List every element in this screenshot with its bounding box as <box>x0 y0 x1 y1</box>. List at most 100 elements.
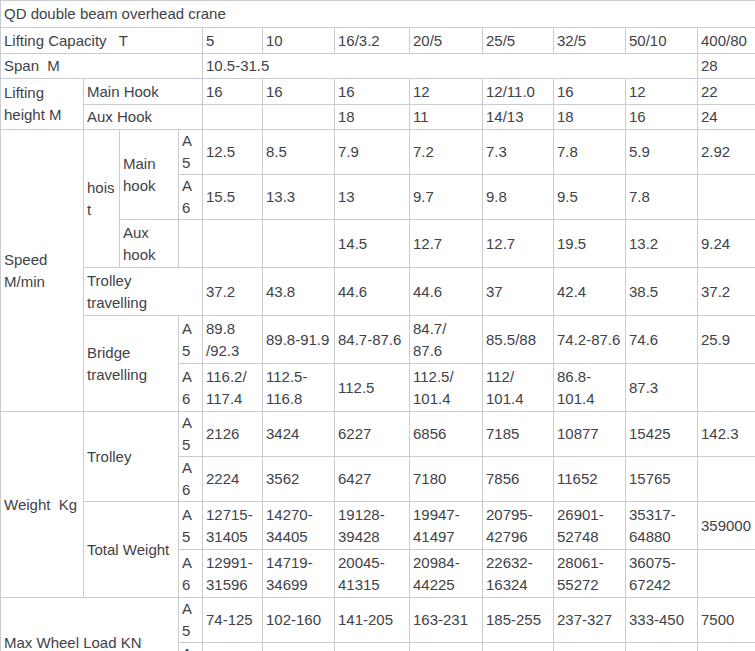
spec-value-cell: 5.9 <box>626 130 698 175</box>
capacity-header-cell: 400/80 <box>698 28 755 54</box>
spec-value-cell: 14/13 <box>483 105 554 130</box>
row-label-aux-hook: Aux Hook <box>84 105 203 130</box>
spec-value-cell: 15765 <box>626 457 698 502</box>
spec-value-cell: 14.5 <box>335 220 410 268</box>
spec-value-cell: 75-126 <box>203 643 263 651</box>
spec-value-cell: 19.5 <box>554 220 626 268</box>
capacity-header-cell: 16/3.2 <box>335 28 410 54</box>
spec-value-cell: 12991- 31596 <box>203 550 263 598</box>
spec-value-cell: 185-255 <box>483 598 554 643</box>
table-row: Speed M/min hoist Main hook A5 12.5 8.5 … <box>1 130 755 175</box>
spec-value-cell: 7.8 <box>626 175 698 220</box>
spec-value-cell: 43.8 <box>263 268 335 316</box>
row-label-total-weight: Total Weight <box>84 502 179 598</box>
spec-value-cell: 28061- 55272 <box>554 550 626 598</box>
spec-value-cell: 2126 <box>203 412 263 457</box>
spec-value-cell: 87.3 <box>626 364 698 412</box>
spec-value-cell: 89.8 /92.3 <box>203 316 263 364</box>
spec-value-cell: 89.8-91.9 <box>263 316 335 364</box>
spec-value-cell <box>698 364 755 412</box>
table-row: Lifting height M Main Hook 16 16 16 12 1… <box>1 79 755 105</box>
spec-value-cell: 16 <box>554 79 626 105</box>
spec-value-cell: 12/11.0 <box>483 79 554 105</box>
spec-value-cell: 112.5/ 101.4 <box>410 364 483 412</box>
class-label-cell: A5 <box>179 502 203 550</box>
spec-value-cell: 74.6 <box>626 316 698 364</box>
row-label-weight-trolley: Trolley <box>84 412 179 502</box>
spec-value-cell: 7180 <box>410 457 483 502</box>
row-label-span: Span M <box>1 54 203 79</box>
capacity-header-cell: 32/5 <box>554 28 626 54</box>
class-label-cell: A5 <box>179 412 203 457</box>
spec-value-cell: 112/ 101.4 <box>483 364 554 412</box>
spec-value-cell: 9.5 <box>554 175 626 220</box>
row-label-bridge-travelling: Bridge travelling <box>84 316 179 412</box>
spec-value-cell: 20795- 42796 <box>483 502 554 550</box>
spec-value-cell: 359000 <box>698 502 755 550</box>
spec-value-cell: 167-239 <box>410 643 483 651</box>
spec-value-cell: 19128- 39428 <box>335 502 410 550</box>
spec-value-cell: 22 <box>698 79 755 105</box>
spec-value-cell: 6227 <box>335 412 410 457</box>
class-label-cell: A6 <box>179 550 203 598</box>
row-label-hoist: hoist <box>84 130 120 268</box>
spec-value-cell: 2.92 <box>698 130 755 175</box>
spec-value-cell: 14270- 34405 <box>263 502 335 550</box>
table-row: Weight Kg Trolley A5 2126 3424 6227 6856… <box>1 412 755 457</box>
spec-value-cell <box>698 643 755 651</box>
crane-spec-table: QD double beam overhead crane Lifting Ca… <box>0 0 755 651</box>
spec-value-cell: 237-327 <box>554 598 626 643</box>
spec-value-cell: 16 <box>626 105 698 130</box>
spec-value-cell: 14719- 34699 <box>263 550 335 598</box>
table-row: QD double beam overhead crane <box>1 1 755 28</box>
table-row: Trolley travelling 37.2 43.8 44.6 44.6 3… <box>1 268 755 316</box>
table-row: Lifting Capacity T 5 10 16/3.2 20/5 25/5… <box>1 28 755 54</box>
row-label-weight: Weight Kg <box>1 412 84 598</box>
spec-value-cell <box>263 220 335 268</box>
spec-value-cell: 7500 <box>698 598 755 643</box>
spec-value-cell: 9.24 <box>698 220 755 268</box>
spec-value-cell: 42.4 <box>554 268 626 316</box>
spec-value-cell: 19947- 41497 <box>410 502 483 550</box>
class-label-cell: A5 <box>179 130 203 175</box>
spec-value-cell: 15.5 <box>203 175 263 220</box>
spec-value-cell: 9.7 <box>410 175 483 220</box>
spec-value-cell: 2224 <box>203 457 263 502</box>
spec-value-cell: 8.5 <box>263 130 335 175</box>
spec-value-cell: 13.3 <box>263 175 335 220</box>
spec-value-cell: 333-450 <box>626 598 698 643</box>
spec-value-cell: 44.6 <box>335 268 410 316</box>
table-row: Max Wheel Load KN A5 74-125 102-160 141-… <box>1 598 755 643</box>
spec-value-cell: 116.2/ 117.4 <box>203 364 263 412</box>
capacity-header-cell: 20/5 <box>410 28 483 54</box>
table-title: QD double beam overhead crane <box>1 1 755 28</box>
spec-value-cell: 20045- 41315 <box>335 550 410 598</box>
spec-value-cell: 24 <box>698 105 755 130</box>
spec-value-cell: 6856 <box>410 412 483 457</box>
spec-value-cell: 35317- 64880 <box>626 502 698 550</box>
spec-value-cell: 12.7 <box>410 220 483 268</box>
spec-value-cell: 16 <box>335 79 410 105</box>
class-label-cell: A6 <box>179 175 203 220</box>
spec-value-cell: 142.3 <box>698 412 755 457</box>
capacity-header-cell: 10 <box>263 28 335 54</box>
spec-value-cell: 336-457 <box>626 643 698 651</box>
spec-value-cell: 16 <box>263 79 335 105</box>
spec-value-cell: 3562 <box>263 457 335 502</box>
spec-value-cell: 18 <box>335 105 410 130</box>
row-label-max-wheel-load: Max Wheel Load KN <box>1 598 179 651</box>
spec-value-cell <box>698 457 755 502</box>
spec-value-cell: 189-263 <box>483 643 554 651</box>
capacity-header-cell: 50/10 <box>626 28 698 54</box>
spec-value-cell: 104-162 <box>263 643 335 651</box>
spec-value-cell: 15425 <box>626 412 698 457</box>
spec-value-cell: 112.5 <box>335 364 410 412</box>
spec-value-cell: 3424 <box>263 412 335 457</box>
class-label-cell: A6 <box>179 364 203 412</box>
class-label-cell <box>179 220 203 268</box>
spec-value-cell: 12.7 <box>483 220 554 268</box>
table-row: Bridge travelling A5 89.8 /92.3 89.8-91.… <box>1 316 755 364</box>
capacity-header-cell: 25/5 <box>483 28 554 54</box>
spec-value-cell: 6427 <box>335 457 410 502</box>
row-label-lifting-height: Lifting height M <box>1 79 84 130</box>
